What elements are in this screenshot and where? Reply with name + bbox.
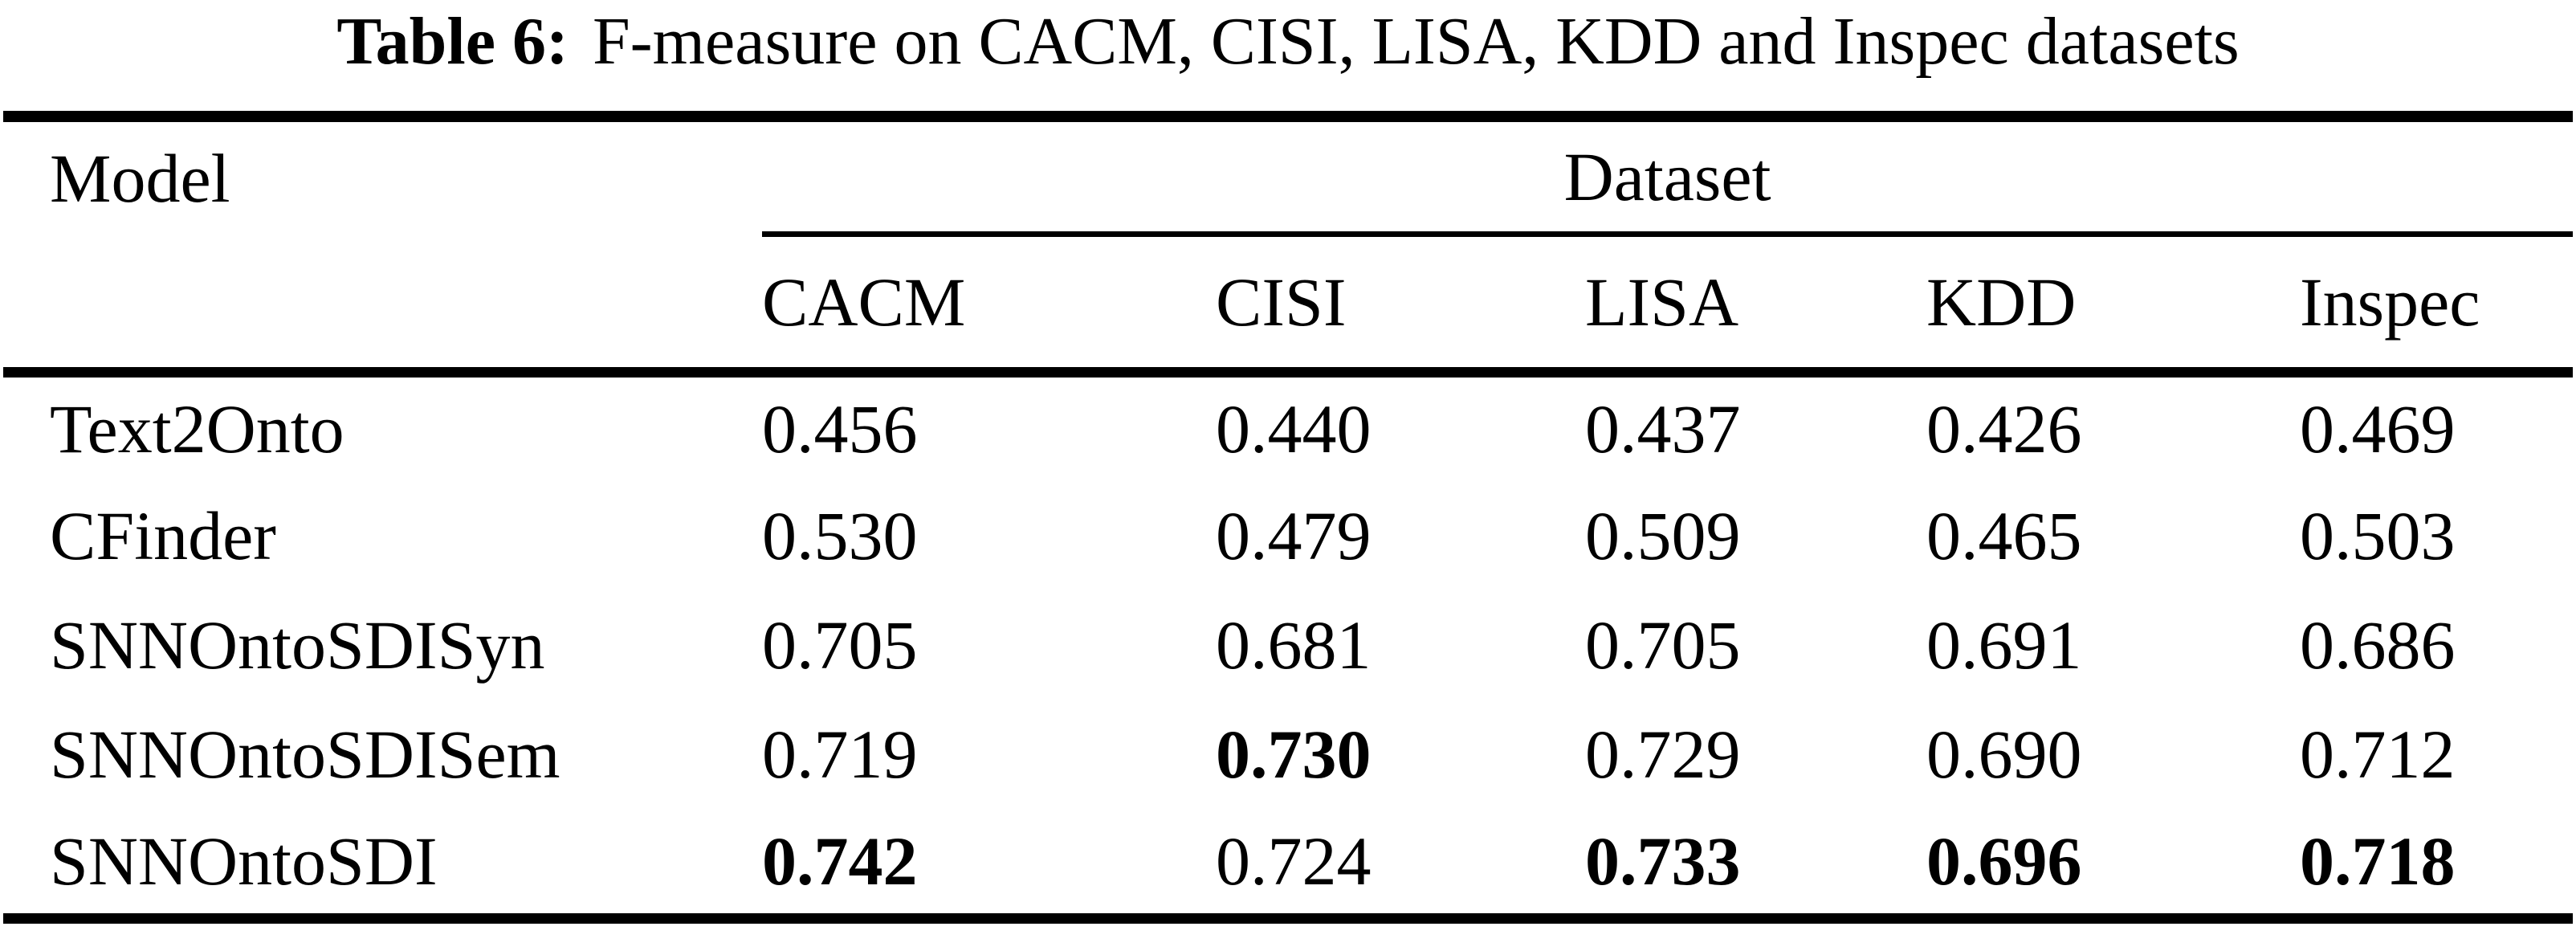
table-body: Text2Onto 0.456 0.440 0.437 0.426 0.469 … — [3, 372, 2573, 918]
value-cell: 0.479 — [1216, 497, 1372, 574]
table-row-snnontosdi: SNNOntoSDI 0.742 0.724 0.733 0.696 0.718 — [3, 809, 2573, 918]
table-row-snnontosdisyn: SNNOntoSDISyn 0.705 0.681 0.705 0.691 0.… — [3, 590, 2573, 700]
header-row-datasets: CACM CISI LISA KDD Inspec — [3, 234, 2574, 378]
value-cell: 0.426 — [1926, 390, 2082, 468]
results-table: Model Dataset CACM CISI LISA KDD Inspec … — [3, 111, 2574, 924]
column-header-empty — [3, 234, 762, 378]
value-cell: 0.440 — [1216, 390, 1372, 468]
column-header-kdd: KDD — [1926, 234, 2300, 378]
table-row-snnontosdisem: SNNOntoSDISem 0.719 0.730 0.729 0.690 0.… — [3, 700, 2573, 809]
value-cell: 0.742 — [762, 822, 918, 900]
value-cell: 0.465 — [1926, 497, 2082, 574]
value-cell: 0.719 — [762, 716, 918, 793]
value-cell: 0.718 — [2300, 822, 2456, 900]
value-cell: 0.437 — [1585, 390, 1741, 468]
value-cell: 0.724 — [1216, 822, 1372, 900]
table-row-text2onto: Text2Onto 0.456 0.440 0.437 0.426 0.469 — [3, 372, 2573, 481]
column-header-cacm: CACM — [762, 234, 1216, 378]
value-cell: 0.503 — [2300, 497, 2456, 574]
column-header-model: Model — [50, 139, 230, 217]
value-cell: 0.469 — [2300, 390, 2456, 468]
column-header-inspec: Inspec — [2300, 234, 2574, 378]
value-cell: 0.456 — [762, 390, 918, 468]
value-cell: 0.690 — [1926, 716, 2082, 793]
model-name-cell: SNNOntoSDI — [50, 822, 438, 900]
value-cell: 0.530 — [762, 497, 918, 574]
column-header-dataset-span: Dataset — [762, 116, 2574, 237]
value-cell: 0.696 — [1926, 822, 2082, 900]
model-name-cell: SNNOntoSDISem — [50, 716, 560, 793]
table-row-cfinder: CFinder 0.530 0.479 0.509 0.465 0.503 — [3, 481, 2573, 590]
value-cell: 0.686 — [2300, 606, 2456, 684]
table-header: Model Dataset CACM CISI LISA KDD Inspec — [3, 116, 2574, 378]
value-cell: 0.681 — [1216, 606, 1372, 684]
table-caption-text: F-measure on CACM, CISI, LISA, KDD and I… — [592, 4, 2240, 79]
value-cell: 0.705 — [762, 606, 918, 684]
value-cell: 0.712 — [2300, 716, 2456, 793]
value-cell: 0.705 — [1585, 606, 1741, 684]
model-name-cell: CFinder — [50, 497, 276, 574]
value-cell: 0.729 — [1585, 716, 1741, 793]
model-name-cell: SNNOntoSDISyn — [50, 606, 545, 684]
value-cell: 0.730 — [1216, 716, 1372, 793]
value-cell: 0.691 — [1926, 606, 2082, 684]
model-name-cell: Text2Onto — [50, 390, 344, 468]
column-header-cisi: CISI — [1216, 234, 1585, 378]
table-caption-label: Table 6: — [336, 4, 569, 79]
value-cell: 0.733 — [1585, 822, 1741, 900]
header-row-group: Model Dataset — [3, 116, 2574, 237]
table-caption: Table 6: F-measure on CACM, CISI, LISA, K… — [0, 0, 2576, 111]
column-header-lisa: LISA — [1585, 234, 1926, 378]
value-cell: 0.509 — [1585, 497, 1741, 574]
